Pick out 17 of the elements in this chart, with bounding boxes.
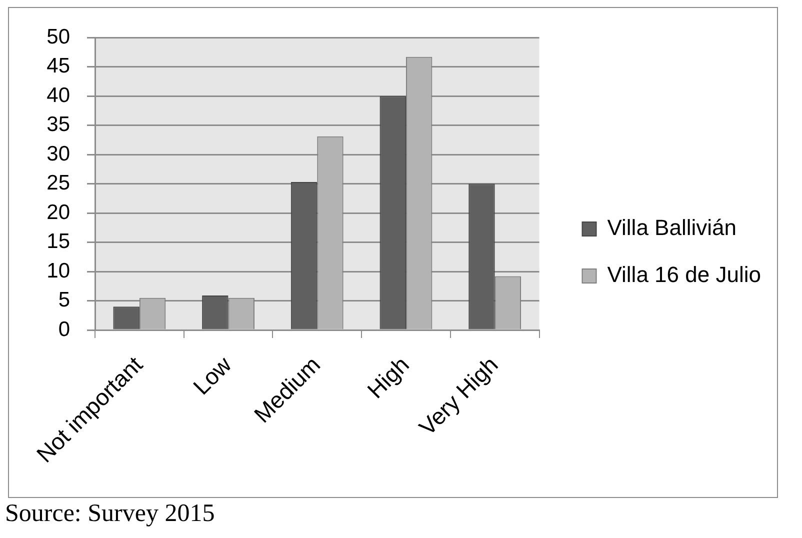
y-tick-label: 15 (46, 230, 70, 254)
y-tick-label: 35 (46, 113, 70, 136)
legend-label: Villa Ballivián (607, 215, 736, 240)
x-tick-label: Low (188, 351, 237, 400)
y-tick-label: 25 (46, 172, 70, 195)
x-tick-label: Very High (414, 351, 503, 440)
y-tick-label: 30 (46, 142, 70, 166)
source-note: Source: Survey 2015 (5, 499, 216, 528)
y-tick-label: 40 (46, 84, 70, 107)
y-tick-label: 0 (58, 318, 70, 341)
y-tick-label: 5 (58, 288, 70, 312)
y-tick-label: 10 (46, 259, 70, 282)
y-tick-label: 50 (46, 25, 70, 48)
legend-label: Villa 16 de Julio (607, 262, 761, 288)
y-tick-label: 45 (46, 54, 70, 78)
y-tick-label: 20 (46, 200, 70, 224)
x-tick-label: High (362, 351, 414, 404)
